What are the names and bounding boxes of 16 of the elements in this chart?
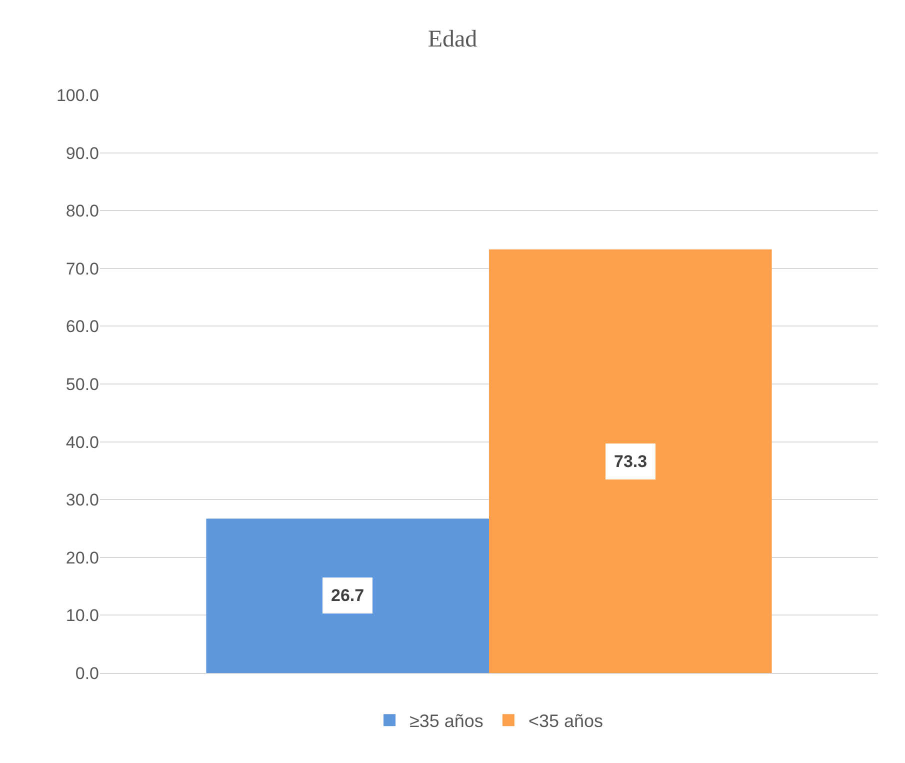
y-tick-label: 0.0: [75, 664, 99, 683]
y-tick-label: 50.0: [66, 374, 99, 394]
y-tick-label: 10.0: [66, 606, 99, 626]
y-tick-label: 100.0: [56, 86, 99, 105]
data-label: 26.7: [331, 586, 364, 605]
y-tick-label: 40.0: [66, 432, 99, 452]
y-tick-label: 30.0: [66, 490, 99, 510]
data-label: 73.3: [614, 452, 648, 471]
legend-label: ≥35 años: [410, 711, 484, 732]
y-tick-label: 60.0: [66, 317, 99, 336]
y-tick-label: 20.0: [66, 548, 99, 568]
y-tick-label: 80.0: [66, 202, 99, 221]
y-tick-label: 70.0: [66, 259, 99, 278]
legend-label: <35 años: [528, 711, 604, 732]
chart-title: Edad: [428, 26, 478, 53]
y-tick-label: 90.0: [66, 144, 99, 163]
